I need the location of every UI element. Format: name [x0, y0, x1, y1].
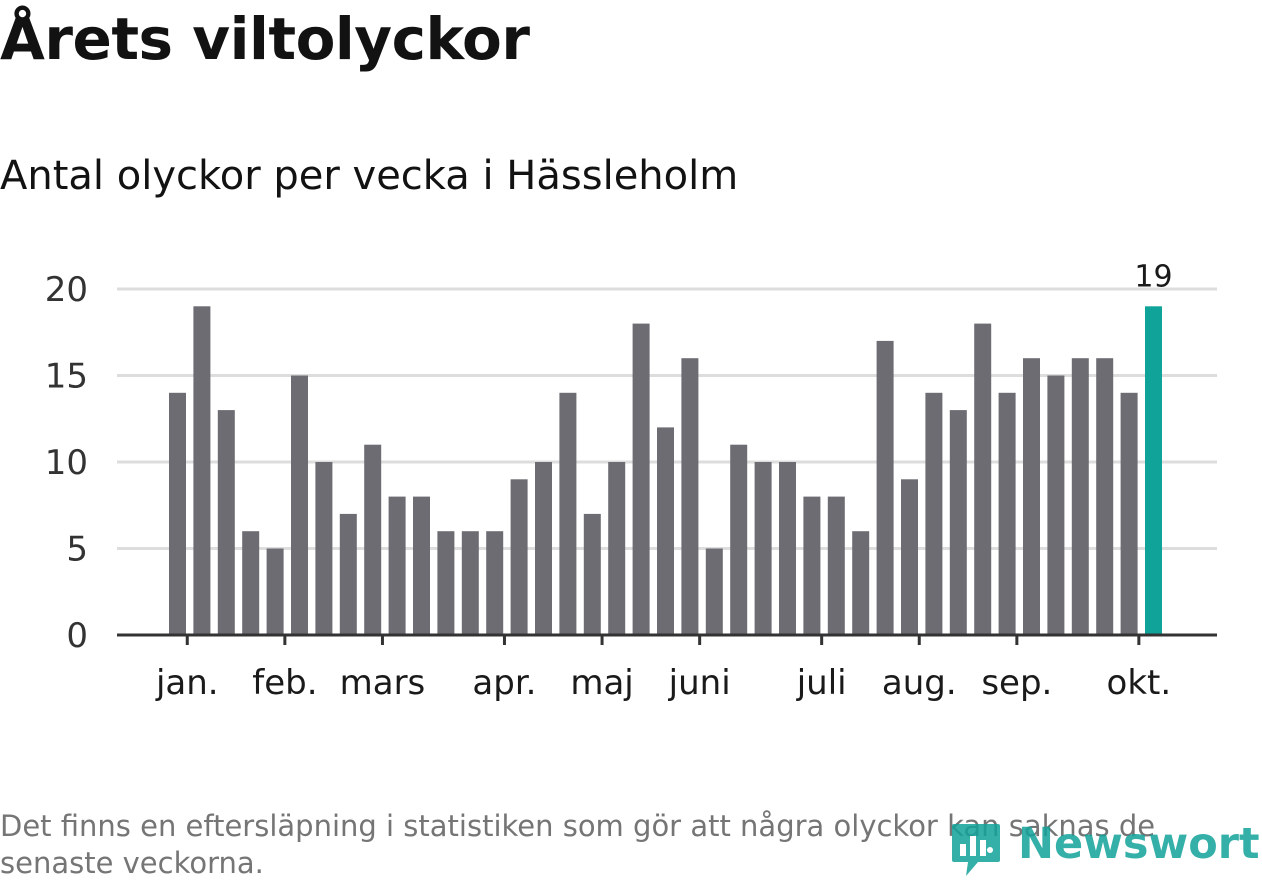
- bar: [901, 479, 918, 635]
- bar: [754, 462, 772, 635]
- bar: [1096, 358, 1114, 635]
- bar-highlight: [1145, 306, 1162, 635]
- bar: [827, 496, 845, 635]
- bar: [1120, 392, 1138, 635]
- bar: [242, 531, 260, 635]
- bar: [339, 513, 357, 635]
- bar: [925, 392, 943, 635]
- bar: [291, 375, 308, 635]
- bar: [169, 392, 186, 635]
- newsworthy-logo: Newsworthy: [950, 816, 1262, 878]
- y-tick-label: 15: [45, 357, 88, 397]
- bar: [510, 479, 528, 635]
- bar: [266, 548, 284, 635]
- chart-title: Årets viltolyckor: [0, 5, 530, 73]
- bar: [193, 306, 211, 635]
- bar: [413, 496, 430, 635]
- bar: [559, 392, 577, 635]
- bar-chart-bubble-icon: [952, 824, 1000, 876]
- x-tick-label: apr.: [472, 663, 536, 703]
- bar: [779, 462, 796, 635]
- x-tick-label: mars: [340, 663, 426, 703]
- bar: [1047, 375, 1065, 635]
- bar: [681, 358, 699, 635]
- bars: [169, 306, 1162, 635]
- x-tick-label: sep.: [981, 663, 1052, 703]
- bar: [949, 410, 967, 635]
- bar: [974, 323, 992, 635]
- bar: [486, 531, 504, 635]
- bar: [852, 531, 870, 635]
- y-tick-label: 10: [45, 443, 88, 483]
- data-labels: 19: [1134, 259, 1172, 294]
- bar: [998, 392, 1016, 635]
- bar: [705, 548, 723, 635]
- x-tick-label: juni: [668, 663, 731, 703]
- x-tick-label: juli: [796, 663, 847, 703]
- bar: [730, 444, 748, 635]
- bar-chart: 0 5 10 15 20 jan. feb. mars apr. maj juni juli aug.…: [45, 259, 1217, 703]
- y-tick-label: 0: [66, 616, 88, 656]
- x-axis: jan. feb. mars apr. maj juni juli aug. sep. okt.: [117, 633, 1217, 703]
- x-tick-label: feb.: [252, 663, 317, 703]
- y-tick-label: 5: [66, 530, 88, 570]
- bar: [876, 340, 894, 635]
- bar: [217, 410, 235, 635]
- bar: [583, 513, 601, 635]
- bar: [364, 444, 382, 635]
- bar: [388, 496, 406, 635]
- x-tick-label: maj: [570, 663, 633, 703]
- bar: [632, 323, 650, 635]
- bar: [803, 496, 821, 635]
- bar: [437, 531, 455, 635]
- bar: [608, 462, 626, 635]
- bar: [1071, 358, 1089, 635]
- bar: [1023, 358, 1040, 635]
- data-label: 19: [1134, 259, 1172, 294]
- chart-subtitle: Antal olyckor per vecka i Hässleholm: [0, 153, 739, 199]
- y-axis-labels: 0 5 10 15 20: [45, 270, 88, 656]
- bar: [315, 462, 333, 635]
- x-tick-label: jan.: [155, 663, 219, 703]
- x-tick-label: okt.: [1107, 663, 1172, 703]
- logo-text: Newsworthy: [1018, 819, 1262, 869]
- bar: [657, 427, 674, 635]
- bar: [535, 462, 552, 635]
- x-tick-label: aug.: [882, 663, 957, 703]
- y-tick-label: 20: [45, 270, 88, 310]
- bar: [461, 531, 479, 635]
